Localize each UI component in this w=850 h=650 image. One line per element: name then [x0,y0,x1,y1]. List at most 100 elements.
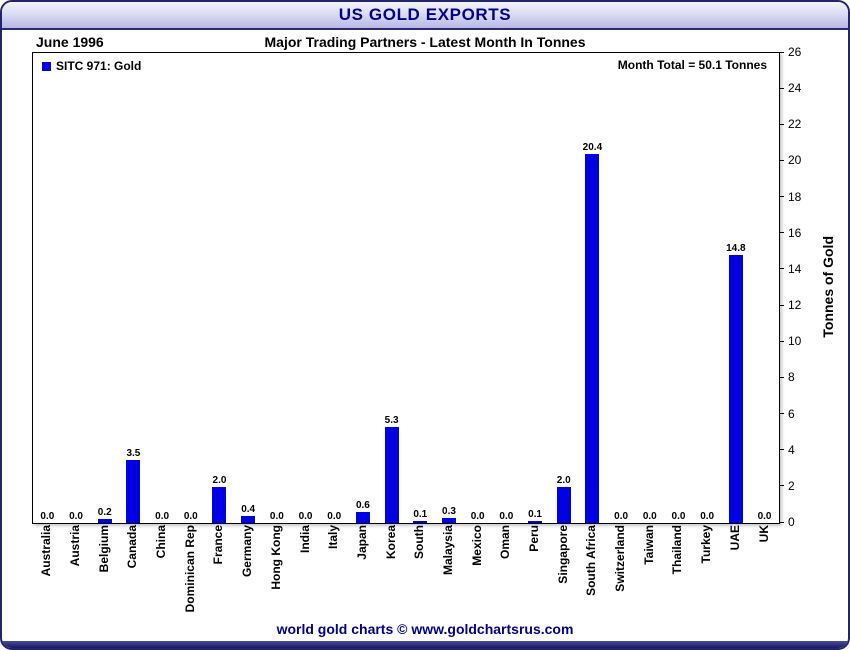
x-axis-label-slot: Germany [233,525,262,625]
x-axis-labels: Australia Austria Belgium Canada China Domini… [32,525,778,625]
bar-value-label: 14.8 [726,243,746,255]
chart-month-label: June 1996 [36,34,104,50]
bottom-border-bar [2,641,848,648]
y-axis-tick: 0 [779,515,795,529]
legend: SITC 971: Gold [42,59,141,73]
x-axis-label-slot: Belgium [89,525,118,625]
x-axis-label-slot: Malaysia [434,525,463,625]
y-axis-tick-label: 8 [788,370,795,385]
bar-slot: 0.0 [664,53,693,523]
tick-mark-icon [779,51,784,53]
bar-value-label: 0.0 [470,511,485,522]
tick-mark-icon [779,196,784,198]
x-axis-label: Korea [383,525,398,560]
x-axis-label-slot: Thailand [663,525,692,625]
y-axis-tick-label: 6 [788,406,795,421]
bar-value-label: 0.0 [700,511,715,522]
bar [126,459,141,523]
y-axis-tick-label: 18 [788,189,802,204]
bar-value-label: 2.0 [556,474,571,486]
x-axis-label: South Africa [584,525,599,596]
bar-value-label: 0.1 [413,509,428,521]
bar [585,154,600,523]
bar-value-label: 0.0 [757,511,772,522]
bar-value-label: 5.3 [384,415,399,427]
x-axis-label-slot: Italy [319,525,348,625]
y-axis-tick: 10 [779,334,801,348]
tick-mark-icon [779,123,784,125]
y-axis-tick-label: 24 [788,81,802,96]
bar-value-label: 0.2 [97,507,112,519]
tick-mark-icon [779,159,784,161]
y-axis-tick-label: 26 [788,45,802,59]
x-axis-label-slot: Korea [376,525,405,625]
x-axis-label: Germany [240,525,255,578]
plot-area: 0.0 0.0 0.2 3.5 0.0 0.0 2.0 0.4 0.0 0.0 0.0 0.6 5.3 0… [32,52,780,524]
bar-value-label: 0.0 [642,511,657,522]
bar [241,515,256,523]
bar-value-label: 0.1 [528,509,542,521]
y-axis-title: Tonnes of Gold [816,52,840,522]
bar-value-label: 0.0 [671,511,686,522]
chart-subtitle: Major Trading Partners - Latest Month In… [264,34,586,50]
x-axis-label-slot: South Africa [577,525,606,625]
bar-value-label: 0.0 [614,511,629,522]
x-axis-label-slot: Hong Kong [262,525,291,625]
bar-slot: 0.0 [463,53,492,523]
y-axis-tick-label: 12 [788,298,802,313]
x-axis-label: UK [756,525,771,543]
y-axis-tick: 24 [779,81,801,95]
x-axis-label: Malaysia [440,525,455,576]
bar-slot: 14.8 [722,53,751,523]
tick-mark-icon [779,413,784,415]
x-axis-label-slot: Dominican Rep [175,525,204,625]
y-axis-tick: 12 [779,298,801,312]
x-axis-label-slot: China [147,525,176,625]
x-axis-label-slot: UAE [721,525,750,625]
bar-slot: 0.3 [435,53,464,523]
bar-slot: 0.0 [492,53,521,523]
x-axis-label-slot: Japan [348,525,377,625]
bar-slot: 0.0 [750,53,779,523]
x-axis-label-slot: Singapore [548,525,577,625]
bar-value-label: 0.0 [40,511,55,522]
y-axis-tick: 22 [779,117,801,131]
legend-swatch-icon [42,61,51,71]
bar-value-label: 0.0 [269,511,284,522]
tick-mark-icon [779,340,784,342]
x-axis-label-slot: Oman [491,525,520,625]
bar [441,517,456,523]
x-axis-label: Hong Kong [268,525,283,590]
bar-value-label: 0.0 [183,511,198,522]
bar-slot: 0.0 [148,53,177,523]
y-axis-tick: 14 [779,262,801,276]
y-axis-tick: 18 [779,190,801,204]
bar-slot: 2.0 [205,53,234,523]
bar-slot: 0.0 [291,53,320,523]
y-axis-tick: 16 [779,226,801,240]
x-axis-label: South [412,525,427,559]
tick-mark-icon [779,485,784,487]
y-axis-tick-label: 4 [788,442,795,457]
y-axis-tick-label: 20 [788,153,802,168]
x-axis-label-slot: Taiwan [634,525,663,625]
y-axis-title-text: Tonnes of Gold [820,236,836,338]
bar-value-label: 0.0 [298,511,313,522]
bar [528,521,543,523]
tick-mark-icon [779,521,784,523]
y-axis-tick: 2 [779,479,795,493]
y-axis-tick: 20 [779,153,801,167]
x-axis-label: Switzerland [613,525,628,592]
bar [556,486,571,523]
bar [728,255,743,523]
y-axis-tick-label: 2 [788,478,795,493]
bar-value-label: 0.4 [241,503,256,515]
bars-container: 0.0 0.0 0.2 3.5 0.0 0.0 2.0 0.4 0.0 0.0 0.0 0.6 5.3 0… [33,53,779,523]
y-axis-tick: 26 [779,45,801,59]
x-axis-label-slot: Peru [520,525,549,625]
tick-mark-icon [779,268,784,270]
y-axis-tick-label: 14 [788,261,802,276]
bar-slot: 0.0 [607,53,636,523]
bar-value-label: 0.0 [499,511,514,522]
